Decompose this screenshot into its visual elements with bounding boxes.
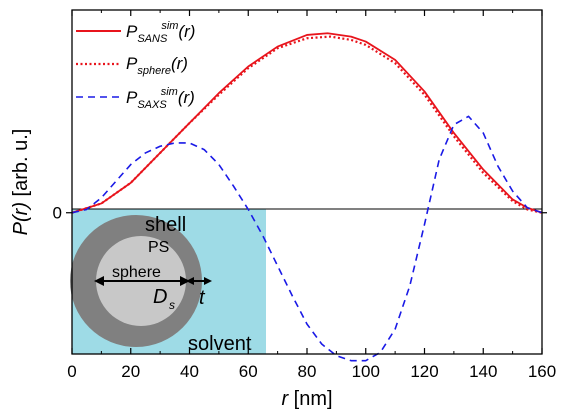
legend-entry-sphere: Psphere(r) bbox=[126, 54, 188, 77]
inset-shell-label: shell bbox=[145, 214, 186, 236]
inset-solvent-label: solvent bbox=[188, 333, 252, 355]
x-tick-label: 80 bbox=[298, 362, 317, 381]
inset-diameter-label: D bbox=[153, 286, 167, 308]
inset-schematic: shell PS sphere D s t solvent bbox=[70, 209, 266, 355]
inset-thickness-label: t bbox=[199, 287, 206, 309]
inset-diameter-subscript: s bbox=[169, 298, 175, 312]
legend-entry-sans: PSANSsim(r) bbox=[126, 20, 195, 45]
legend-entry-saxs: PSAXSsim(r) bbox=[126, 86, 195, 111]
x-axis-label: r [nm] bbox=[281, 388, 332, 410]
x-tick-label: 20 bbox=[121, 362, 140, 381]
x-tick-label: 100 bbox=[352, 362, 380, 381]
x-tick-label: 0 bbox=[67, 362, 76, 381]
y-axis-label: P(r) [arb. u.] bbox=[10, 129, 32, 236]
series-sans-line bbox=[71, 32, 543, 214]
inset-diameter-arrowhead-left bbox=[94, 276, 104, 286]
series-sphere-line bbox=[71, 35, 543, 214]
x-tick-label: 40 bbox=[180, 362, 199, 381]
inset-thickness-arrowhead-right bbox=[204, 277, 212, 285]
ticks-layer: 0 20 40 60 80 100 120 140 160 0 bbox=[53, 10, 556, 381]
inset-thickness-arrowhead-left bbox=[186, 277, 194, 285]
x-tick-label: 160 bbox=[528, 362, 556, 381]
x-tick-label: 140 bbox=[469, 362, 497, 381]
series-layer bbox=[71, 32, 543, 362]
legend: PSANSsim(r) Psphere(r) PSAXSsim(r) bbox=[76, 20, 195, 111]
x-tick-label: 120 bbox=[410, 362, 438, 381]
series-saxs-line bbox=[71, 115, 543, 362]
inset-sphere-label: sphere bbox=[112, 264, 161, 281]
inset-core-label: PS bbox=[148, 239, 169, 256]
inset-diameter-arrowhead-right bbox=[180, 276, 190, 286]
y-tick-label: 0 bbox=[53, 204, 62, 223]
x-tick-label: 60 bbox=[239, 362, 258, 381]
